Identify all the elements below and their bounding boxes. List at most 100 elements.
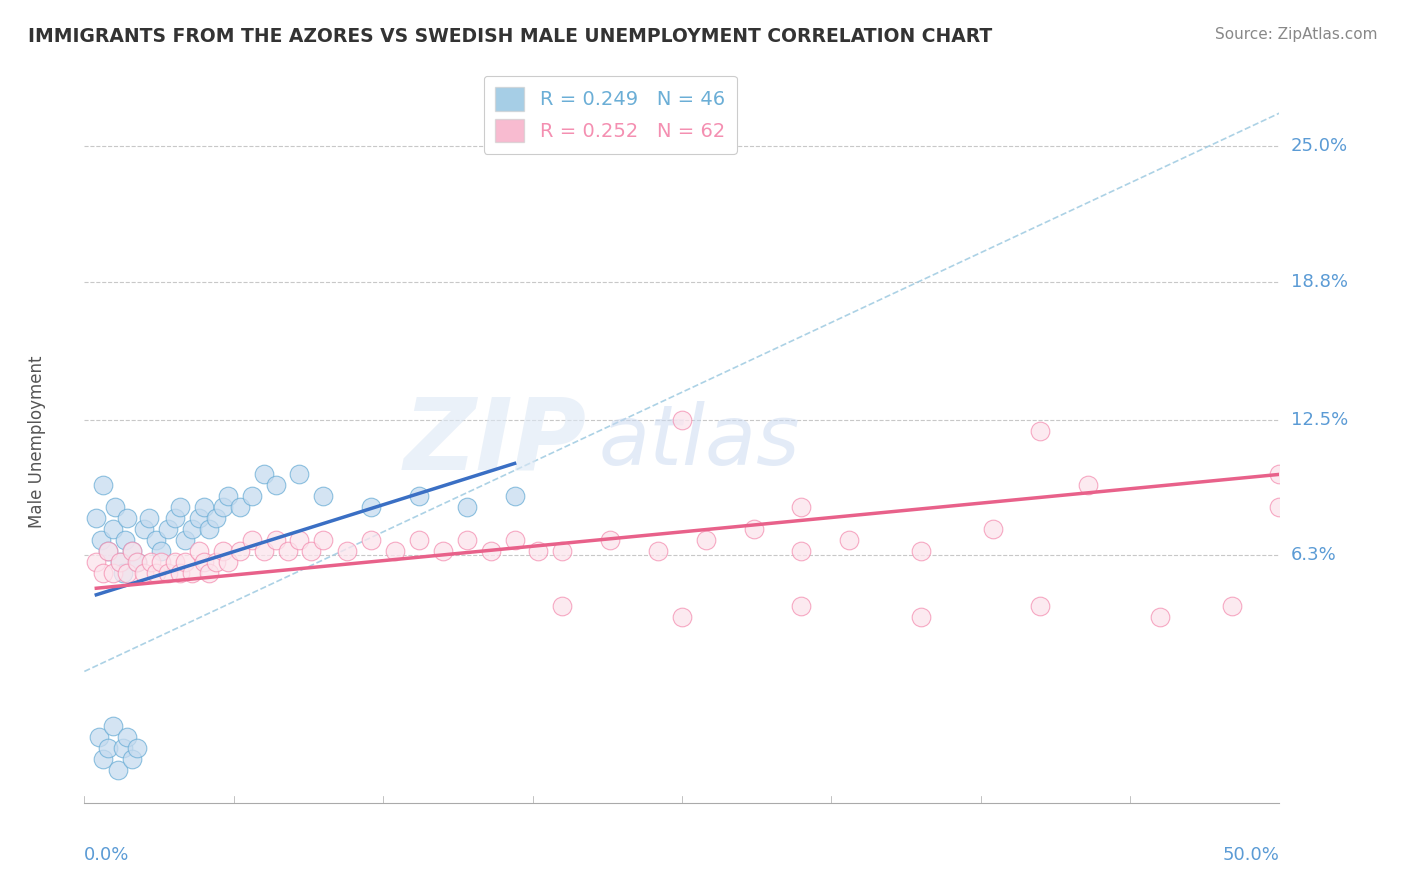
Point — [110, 555, 132, 569]
Point — [264, 478, 287, 492]
Point — [117, 511, 139, 525]
Point — [93, 478, 115, 492]
Text: 25.0%: 25.0% — [1291, 137, 1348, 155]
Point — [981, 522, 1004, 536]
Point — [86, 555, 108, 569]
Point — [229, 544, 252, 558]
Point — [121, 544, 143, 558]
Point — [1220, 599, 1243, 613]
Point — [157, 566, 180, 580]
Text: atlas: atlas — [599, 401, 800, 482]
Point — [157, 522, 180, 536]
Point — [149, 555, 172, 569]
Point — [101, 566, 124, 580]
Point — [117, 730, 139, 744]
Point — [90, 533, 112, 547]
Point — [101, 522, 124, 536]
Point — [479, 544, 502, 558]
Point — [312, 489, 335, 503]
Point — [647, 544, 669, 558]
Point — [132, 566, 156, 580]
Point — [408, 489, 430, 503]
Point — [240, 489, 263, 503]
Point — [838, 533, 860, 547]
Point — [217, 489, 239, 503]
Point — [671, 412, 693, 426]
Point — [212, 544, 235, 558]
Point — [169, 566, 191, 580]
Point — [101, 719, 124, 733]
Point — [790, 500, 813, 515]
Point — [111, 566, 134, 580]
Point — [432, 544, 454, 558]
Point — [527, 544, 550, 558]
Point — [253, 467, 276, 482]
Point — [197, 566, 219, 580]
Text: Male Unemployment: Male Unemployment — [28, 355, 45, 528]
Point — [125, 555, 148, 569]
Point — [671, 609, 693, 624]
Point — [229, 500, 252, 515]
Point — [551, 599, 574, 613]
Point — [117, 566, 139, 580]
Text: 18.8%: 18.8% — [1291, 273, 1347, 291]
Point — [188, 544, 211, 558]
Point — [456, 533, 478, 547]
Point — [97, 741, 120, 756]
Point — [93, 752, 115, 766]
Point — [111, 741, 134, 756]
Point — [1029, 424, 1052, 438]
Point — [288, 467, 311, 482]
Point — [336, 544, 359, 558]
Point — [93, 566, 115, 580]
Point — [301, 544, 323, 558]
Point — [173, 533, 195, 547]
Text: ZIP: ZIP — [404, 393, 586, 490]
Point — [107, 763, 129, 777]
Text: 12.5%: 12.5% — [1291, 410, 1348, 429]
Point — [599, 533, 621, 547]
Point — [97, 544, 120, 558]
Point — [125, 555, 148, 569]
Point — [277, 544, 299, 558]
Point — [456, 500, 478, 515]
Point — [790, 599, 813, 613]
Point — [312, 533, 335, 547]
Text: 6.3%: 6.3% — [1291, 547, 1336, 565]
Point — [86, 511, 108, 525]
Text: 0.0%: 0.0% — [84, 847, 129, 864]
Point — [114, 533, 136, 547]
Point — [384, 544, 406, 558]
Point — [360, 533, 382, 547]
Point — [910, 609, 932, 624]
Point — [87, 730, 110, 744]
Text: 50.0%: 50.0% — [1223, 847, 1279, 864]
Point — [503, 489, 526, 503]
Point — [188, 511, 211, 525]
Point — [742, 522, 765, 536]
Point — [205, 555, 228, 569]
Point — [110, 555, 132, 569]
Point — [121, 544, 143, 558]
Point — [1077, 478, 1099, 492]
Point — [121, 752, 143, 766]
Point — [193, 500, 215, 515]
Point — [165, 511, 187, 525]
Point — [173, 555, 195, 569]
Legend: R = 0.249   N = 46, R = 0.252   N = 62: R = 0.249 N = 46, R = 0.252 N = 62 — [484, 76, 737, 154]
Text: Source: ZipAtlas.com: Source: ZipAtlas.com — [1215, 27, 1378, 42]
Point — [1268, 500, 1291, 515]
Point — [408, 533, 430, 547]
Point — [212, 500, 235, 515]
Point — [240, 533, 263, 547]
Point — [141, 555, 163, 569]
Point — [149, 544, 172, 558]
Point — [1268, 467, 1291, 482]
Point — [145, 533, 167, 547]
Point — [790, 544, 813, 558]
Point — [264, 533, 287, 547]
Point — [165, 555, 187, 569]
Point — [360, 500, 382, 515]
Point — [104, 500, 127, 515]
Point — [253, 544, 276, 558]
